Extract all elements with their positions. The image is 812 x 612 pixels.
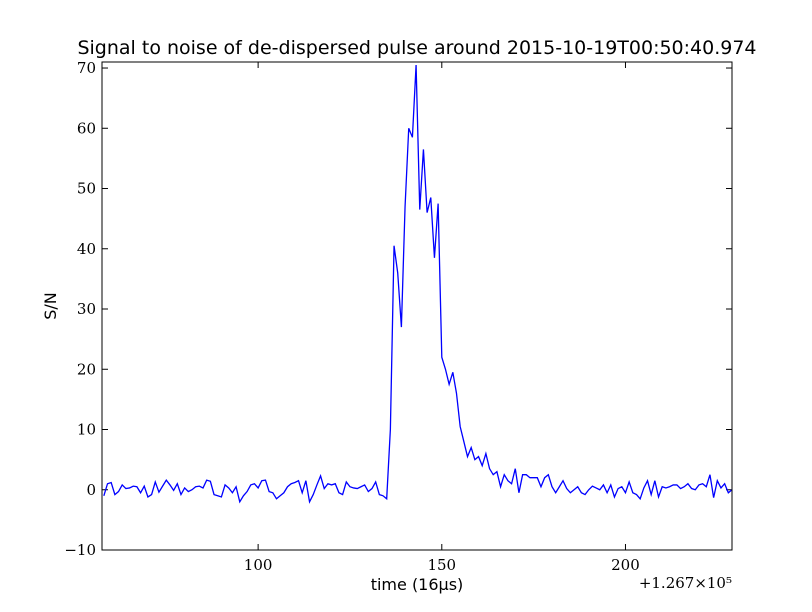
data-line [103,64,732,504]
y-axis-label: S/N [41,292,60,320]
x-tick-label: 100 [244,556,273,574]
y-tick-label: 20 [77,360,96,378]
x-axis-label: time (16μs) [371,575,464,594]
y-tick-label: −10 [64,541,96,559]
y-tick-label: 10 [77,421,96,439]
x-tick-label: 150 [427,556,456,574]
y-tick-label: 70 [77,59,96,77]
y-tick-label: 0 [86,481,96,499]
y-tick-label: 50 [77,180,96,198]
x-offset-label: +1.267×10⁵ [639,574,732,592]
x-tick-label: 200 [611,556,640,574]
y-tick-label: 60 [77,119,96,137]
y-tick-label: 40 [77,240,96,258]
chart-title: Signal to noise of de-dispersed pulse ar… [77,37,756,59]
plot-frame [101,61,733,551]
y-tick-label: 30 [77,300,96,318]
